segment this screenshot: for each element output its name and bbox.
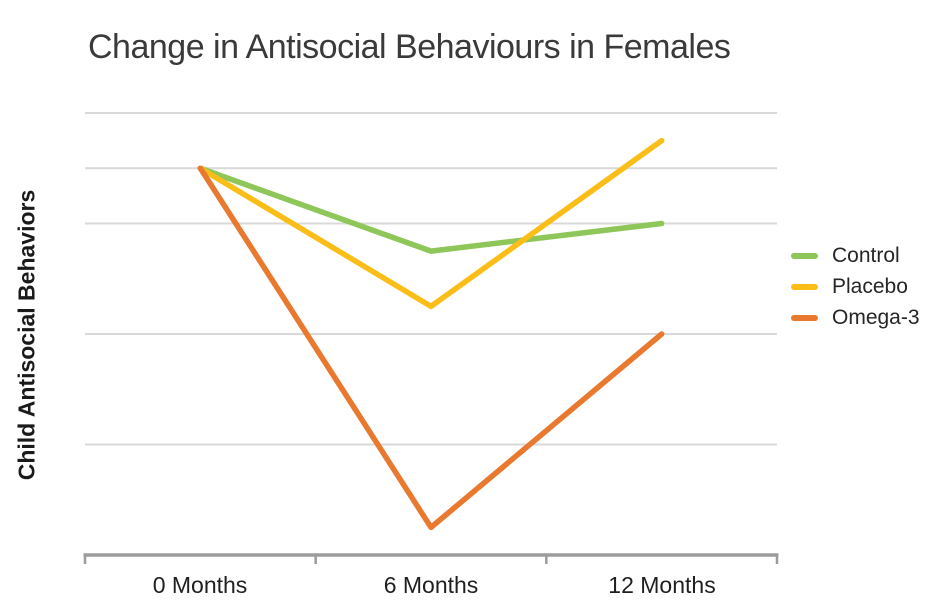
y-axis-label: Child Antisocial Behaviors [13,189,40,481]
legend-item-control: Control [791,240,920,271]
chart-title: Change in Antisocial Behaviours in Femal… [88,28,731,66]
legend-swatch-control-icon [791,252,818,259]
legend-label-omega-3: Omega-3 [832,305,920,329]
legend: Control Placebo Omega-3 [791,240,920,333]
legend-swatch-placebo-icon [791,283,818,290]
x-tick-label-12-months: 12 Months [608,572,716,598]
x-tick-label-6-months: 6 Months [383,572,479,598]
series-line-control [197,165,665,254]
x-tick-label-0-months: 0 Months [152,572,248,598]
legend-item-placebo: Placebo [791,271,920,302]
legend-label-control: Control [832,243,900,267]
legend-label-placebo: Placebo [832,274,908,298]
legend-item-omega-3: Omega-3 [791,302,920,333]
series-line-placebo [197,137,665,310]
series-line-omega-3 [197,165,665,531]
legend-swatch-omega-3-icon [791,314,818,321]
